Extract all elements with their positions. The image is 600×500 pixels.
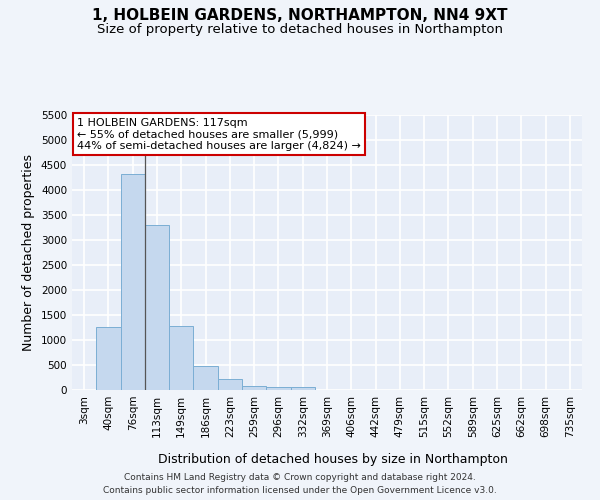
Bar xyxy=(121,174,145,390)
Bar xyxy=(96,326,121,390)
Text: 1 HOLBEIN GARDENS: 117sqm
← 55% of detached houses are smaller (5,999)
44% of se: 1 HOLBEIN GARDENS: 117sqm ← 55% of detac… xyxy=(77,118,361,151)
Bar xyxy=(266,386,290,390)
Bar xyxy=(145,225,169,390)
Text: Contains HM Land Registry data © Crown copyright and database right 2024.
Contai: Contains HM Land Registry data © Crown c… xyxy=(103,474,497,495)
Bar xyxy=(290,387,315,390)
Text: Size of property relative to detached houses in Northampton: Size of property relative to detached ho… xyxy=(97,22,503,36)
Text: 1, HOLBEIN GARDENS, NORTHAMPTON, NN4 9XT: 1, HOLBEIN GARDENS, NORTHAMPTON, NN4 9XT xyxy=(92,8,508,22)
Text: Distribution of detached houses by size in Northampton: Distribution of detached houses by size … xyxy=(158,452,508,466)
Bar xyxy=(193,366,218,390)
Y-axis label: Number of detached properties: Number of detached properties xyxy=(22,154,35,351)
Bar xyxy=(169,326,193,390)
Bar xyxy=(218,379,242,390)
Bar xyxy=(242,386,266,390)
